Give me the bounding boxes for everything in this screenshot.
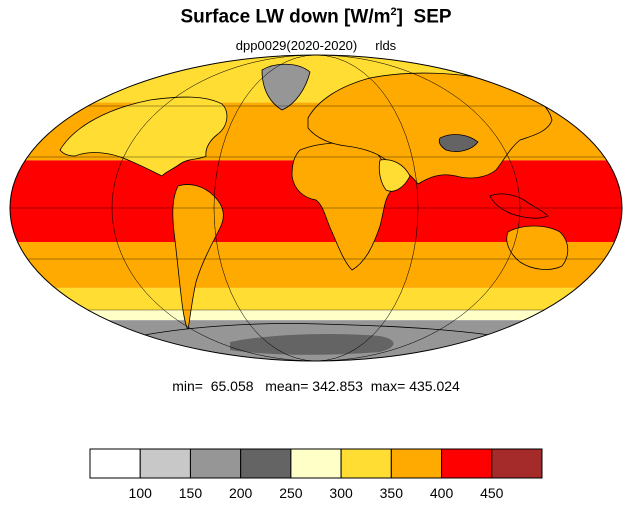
experiment-label: dpp0029(2020-2020) — [235, 38, 358, 53]
map-fill-layer — [10, 55, 622, 361]
colorbar-box — [240, 448, 292, 479]
title-superscript: 2 — [390, 6, 397, 18]
colorbar-box — [139, 448, 191, 479]
meridian-line — [111, 55, 521, 361]
map-title: Surface LW down [W/m2] SEP — [0, 6, 632, 28]
colorbar-labels: 100 150 200 250 300 350 400 450 — [129, 485, 504, 501]
arabia-outline — [378, 159, 411, 192]
colorbar-box — [390, 448, 443, 479]
south-america-outline — [172, 184, 224, 332]
colorbar-tick-label: 450 — [480, 485, 504, 501]
min-value: 65.058 — [210, 378, 254, 394]
colorbar-box — [340, 448, 392, 479]
colorbar-tick-label: 100 — [129, 485, 153, 501]
north-america-outline — [59, 96, 228, 177]
globe-outline — [9, 54, 623, 362]
greenland-outline — [261, 63, 311, 111]
colorbar-tick-label: 300 — [329, 485, 353, 501]
colorbar-box — [290, 448, 342, 479]
australia-outline — [506, 225, 569, 270]
maritime-continent-outline — [489, 193, 549, 219]
band-southern-ocean — [10, 287, 622, 310]
eurasia-outline — [307, 72, 553, 185]
title-close-bracket: ] — [396, 6, 403, 28]
statistics-line: min= 65.058 mean= 342.853 max= 435.024 — [0, 378, 632, 394]
min-label: min= — [172, 378, 203, 394]
map-subtitle: dpp0029(2020-2020) rlds — [0, 38, 632, 53]
max-value: 435.024 — [409, 378, 460, 394]
colorbar-tick-label: 200 — [229, 485, 253, 501]
colorbar-box — [189, 448, 242, 479]
colorbar-box — [491, 448, 543, 479]
colorbar-tick-label: 350 — [380, 485, 404, 501]
colorbar-box — [89, 448, 141, 479]
colorbar-boxes — [89, 448, 543, 479]
colorbar-tick-label: 250 — [279, 485, 303, 501]
colorbar-box — [441, 448, 493, 479]
mean-value: 342.853 — [312, 378, 363, 394]
graticule — [10, 55, 622, 361]
colorbar-tick-label: 150 — [179, 485, 203, 501]
band-antarctic-margin — [10, 310, 622, 321]
mean-label: mean= — [265, 378, 309, 394]
meridian-line — [213, 55, 419, 361]
world-map — [9, 54, 623, 362]
antarctic-plateau — [230, 334, 394, 355]
tibet-outline — [438, 134, 479, 152]
variable-label: rlds — [375, 38, 397, 53]
max-label: max= — [370, 378, 406, 394]
colorbar-tick-label: 400 — [430, 485, 454, 501]
title-month: SEP — [413, 6, 452, 28]
title-text: Surface LW down [W/m — [180, 6, 391, 28]
